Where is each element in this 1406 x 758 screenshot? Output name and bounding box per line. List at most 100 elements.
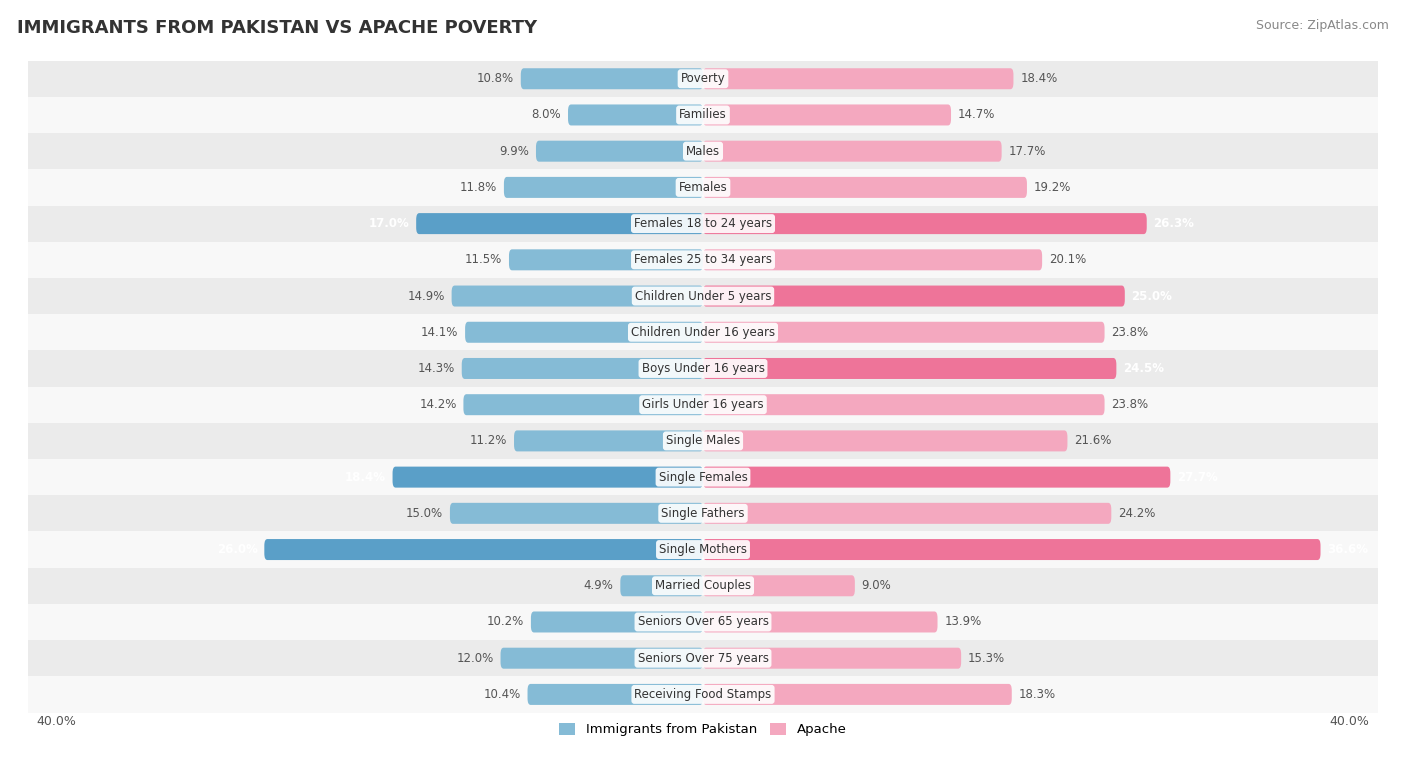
Text: 8.0%: 8.0% [531,108,561,121]
Bar [28,423,1378,459]
Bar [28,169,1378,205]
Text: 14.2%: 14.2% [419,398,457,411]
Bar [28,61,1378,97]
Text: 14.3%: 14.3% [418,362,456,375]
FancyBboxPatch shape [464,394,703,415]
Bar [28,495,1378,531]
Text: 11.2%: 11.2% [470,434,508,447]
Text: 36.6%: 36.6% [1327,543,1368,556]
Text: 9.9%: 9.9% [499,145,529,158]
Text: 24.2%: 24.2% [1118,507,1156,520]
FancyBboxPatch shape [451,286,703,306]
Bar [28,387,1378,423]
Text: Families: Families [679,108,727,121]
FancyBboxPatch shape [527,684,703,705]
Text: 9.0%: 9.0% [862,579,891,592]
Text: Females: Females [679,181,727,194]
Text: Receiving Food Stamps: Receiving Food Stamps [634,688,772,701]
Bar [28,278,1378,314]
Text: Males: Males [686,145,720,158]
Text: 12.0%: 12.0% [457,652,494,665]
FancyBboxPatch shape [703,612,938,632]
Text: 19.2%: 19.2% [1033,181,1071,194]
Text: 14.7%: 14.7% [957,108,995,121]
FancyBboxPatch shape [703,105,950,126]
Text: 18.4%: 18.4% [344,471,385,484]
Text: IMMIGRANTS FROM PAKISTAN VS APACHE POVERTY: IMMIGRANTS FROM PAKISTAN VS APACHE POVER… [17,19,537,37]
FancyBboxPatch shape [703,539,1320,560]
Text: 21.6%: 21.6% [1074,434,1112,447]
FancyBboxPatch shape [703,213,1147,234]
Text: Source: ZipAtlas.com: Source: ZipAtlas.com [1256,19,1389,32]
Text: Females 25 to 34 years: Females 25 to 34 years [634,253,772,266]
Text: 23.8%: 23.8% [1111,326,1149,339]
Bar [28,604,1378,640]
Text: 18.4%: 18.4% [1021,72,1057,85]
FancyBboxPatch shape [520,68,703,89]
Text: Single Mothers: Single Mothers [659,543,747,556]
Bar [28,97,1378,133]
FancyBboxPatch shape [620,575,703,597]
Legend: Immigrants from Pakistan, Apache: Immigrants from Pakistan, Apache [554,718,852,742]
Text: 10.4%: 10.4% [484,688,520,701]
Text: Boys Under 16 years: Boys Under 16 years [641,362,765,375]
Text: 20.1%: 20.1% [1049,253,1085,266]
Text: 17.0%: 17.0% [368,217,409,230]
Text: 14.1%: 14.1% [420,326,458,339]
Text: 15.0%: 15.0% [406,507,443,520]
Bar [28,459,1378,495]
Text: 13.9%: 13.9% [945,615,981,628]
FancyBboxPatch shape [531,612,703,632]
Text: 26.3%: 26.3% [1153,217,1194,230]
Text: 17.7%: 17.7% [1008,145,1046,158]
Bar [28,314,1378,350]
FancyBboxPatch shape [461,358,703,379]
FancyBboxPatch shape [703,431,1067,452]
FancyBboxPatch shape [703,141,1001,161]
Bar [28,531,1378,568]
Text: 14.9%: 14.9% [408,290,444,302]
FancyBboxPatch shape [703,249,1042,271]
FancyBboxPatch shape [703,503,1111,524]
Bar [28,350,1378,387]
Text: Girls Under 16 years: Girls Under 16 years [643,398,763,411]
FancyBboxPatch shape [703,177,1026,198]
FancyBboxPatch shape [509,249,703,271]
Bar [28,568,1378,604]
Text: 11.5%: 11.5% [465,253,502,266]
Bar [28,242,1378,278]
Bar [28,676,1378,713]
FancyBboxPatch shape [264,539,703,560]
FancyBboxPatch shape [465,321,703,343]
Text: 24.5%: 24.5% [1123,362,1164,375]
Text: 11.8%: 11.8% [460,181,498,194]
FancyBboxPatch shape [703,321,1105,343]
FancyBboxPatch shape [703,68,1014,89]
FancyBboxPatch shape [416,213,703,234]
FancyBboxPatch shape [703,575,855,597]
Text: Females 18 to 24 years: Females 18 to 24 years [634,217,772,230]
Text: 26.0%: 26.0% [217,543,257,556]
Text: 40.0%: 40.0% [37,715,76,728]
Text: 27.7%: 27.7% [1177,471,1218,484]
FancyBboxPatch shape [450,503,703,524]
FancyBboxPatch shape [703,467,1170,487]
Text: 10.8%: 10.8% [477,72,515,85]
FancyBboxPatch shape [392,467,703,487]
Text: 4.9%: 4.9% [583,579,613,592]
Text: Single Fathers: Single Fathers [661,507,745,520]
FancyBboxPatch shape [703,647,962,669]
Text: 40.0%: 40.0% [1330,715,1369,728]
Bar [28,133,1378,169]
Text: 25.0%: 25.0% [1132,290,1173,302]
Text: Children Under 5 years: Children Under 5 years [634,290,772,302]
Text: Married Couples: Married Couples [655,579,751,592]
Bar [28,205,1378,242]
Text: Seniors Over 75 years: Seniors Over 75 years [637,652,769,665]
FancyBboxPatch shape [503,177,703,198]
Text: 15.3%: 15.3% [967,652,1005,665]
Text: Single Females: Single Females [658,471,748,484]
Text: 18.3%: 18.3% [1018,688,1056,701]
FancyBboxPatch shape [501,647,703,669]
Text: Single Males: Single Males [666,434,740,447]
